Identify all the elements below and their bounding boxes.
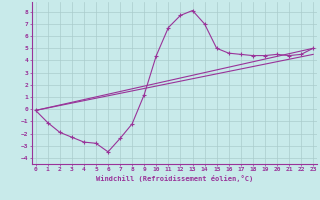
X-axis label: Windchill (Refroidissement éolien,°C): Windchill (Refroidissement éolien,°C) xyxy=(96,175,253,182)
